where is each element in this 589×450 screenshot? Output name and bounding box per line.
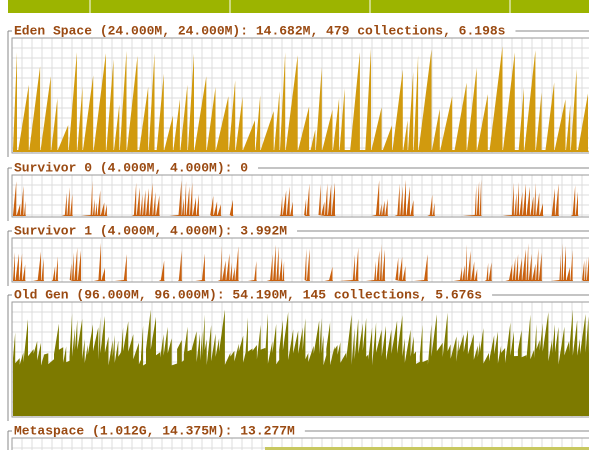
graph-frame [11,437,589,450]
memory-graph [265,447,589,450]
gc-panel: Metaspace (1.012G, 14.375M): 13.277M [7,423,589,450]
panel-title: Survivor 0 (4.000M, 4.000M): 0 [14,160,248,175]
graph-frame [11,174,589,218]
top-fill [8,0,589,13]
memory-graph [13,46,589,152]
panel-title: Eden Space (24.000M, 24.000M): 14.682M, … [14,23,506,38]
gc-panel: Old Gen (96.000M, 96.000M): 54.190M, 145… [7,287,589,421]
graph-frame [11,237,589,283]
memory-graph [13,242,589,281]
graph-frame [11,301,589,418]
graph-frame [11,37,589,154]
gc-panel: Eden Space (24.000M, 24.000M): 14.682M, … [7,23,589,157]
gc-panel: Survivor 0 (4.000M, 4.000M): 0 [7,160,589,221]
panel-title: Survivor 1 (4.000M, 4.000M): 3.992M [14,223,287,238]
panel-title: Old Gen (96.000M, 96.000M): 54.190M, 145… [14,287,482,302]
top-panel [8,0,589,13]
memory-graph [13,179,589,216]
panel-title: Metaspace (1.012G, 14.375M): 13.277M [14,423,295,438]
memory-graph [13,309,589,416]
gc-panel: Survivor 1 (4.000M, 4.000M): 3.992M [7,223,589,286]
